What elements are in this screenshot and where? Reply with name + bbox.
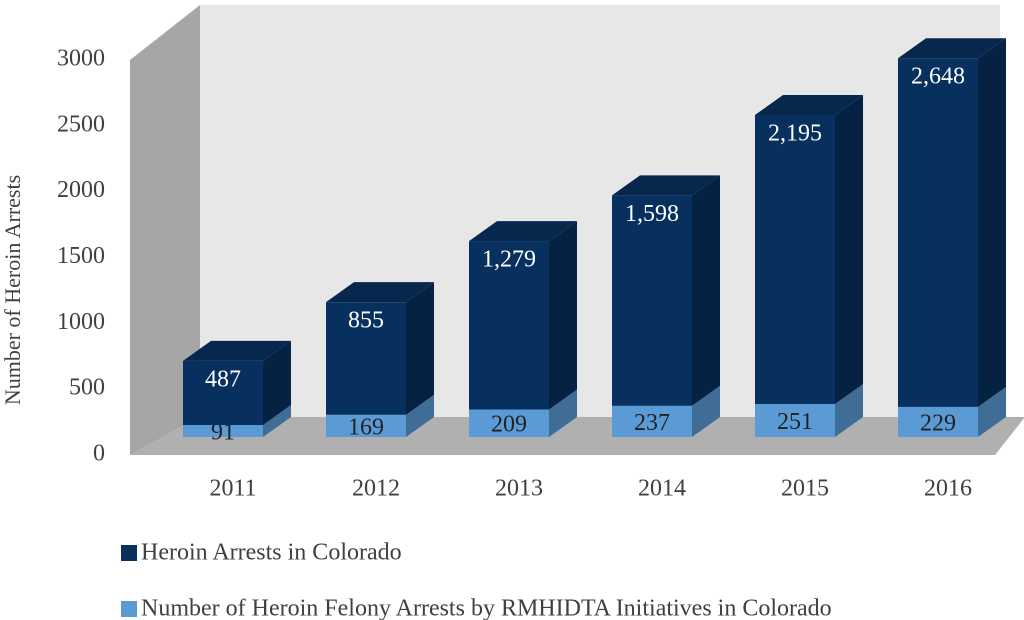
bar (898, 406, 978, 437)
bar (612, 405, 692, 437)
bar-side (978, 386, 1006, 437)
left-wall (130, 5, 200, 455)
y-tick-label: 1000 (57, 309, 105, 335)
bar (755, 403, 835, 437)
bar-top (755, 94, 863, 115)
bar-side (978, 38, 1006, 407)
y-tick-label: 2000 (57, 177, 105, 203)
bar (612, 195, 692, 406)
data-label: 855 (348, 308, 384, 334)
x-tick-label: 2011 (209, 476, 256, 502)
data-label: 169 (348, 414, 384, 440)
y-tick-label: 3000 (57, 46, 105, 72)
bar-side (835, 94, 863, 404)
bar (755, 114, 835, 404)
bar-side (263, 340, 291, 426)
legend-swatch (121, 601, 137, 617)
bar-top (183, 340, 291, 361)
data-label: 2,648 (911, 64, 965, 90)
data-label: 1,279 (482, 247, 536, 273)
bar-side (263, 405, 291, 437)
bar-side (406, 282, 434, 415)
x-tick-label: 2012 (352, 476, 400, 502)
bar-side (549, 389, 577, 437)
data-label: 1,598 (625, 201, 679, 227)
x-tick-label: 2015 (781, 476, 829, 502)
bar-top (469, 221, 577, 242)
bar-side (549, 221, 577, 410)
data-label: 2,195 (768, 120, 822, 146)
bar (183, 425, 263, 437)
y-tick-label: 500 (69, 375, 105, 401)
y-tick-label: 0 (93, 441, 105, 467)
bar-side (692, 175, 720, 406)
data-label: 229 (920, 410, 956, 436)
bar (183, 360, 263, 426)
data-label: 487 (205, 366, 241, 392)
bar-top (898, 38, 1006, 59)
bar (326, 302, 406, 415)
legend-swatch (121, 545, 137, 561)
y-tick-label: 2500 (57, 111, 105, 137)
bar-side (406, 394, 434, 437)
back-wall (200, 5, 1000, 417)
bar (326, 414, 406, 437)
x-tick-label: 2013 (495, 476, 543, 502)
x-tick-label: 2016 (924, 476, 972, 502)
data-label: 237 (634, 410, 670, 436)
bar-side (692, 385, 720, 437)
x-tick-label: 2014 (638, 476, 686, 502)
bar (469, 409, 549, 437)
y-axis-label: Number of Heroin Arrests (0, 175, 25, 405)
bar-top (326, 282, 434, 303)
bar-top (612, 175, 720, 196)
data-label: 209 (491, 412, 527, 438)
bar-side (835, 383, 863, 437)
bar (898, 58, 978, 407)
y-tick-label: 1500 (57, 243, 105, 269)
bar (469, 241, 549, 410)
data-label: 251 (777, 409, 813, 435)
legend-label: Number of Heroin Felony Arrests by RMHID… (141, 596, 832, 620)
legend-label: Heroin Arrests in Colorado (141, 540, 402, 566)
